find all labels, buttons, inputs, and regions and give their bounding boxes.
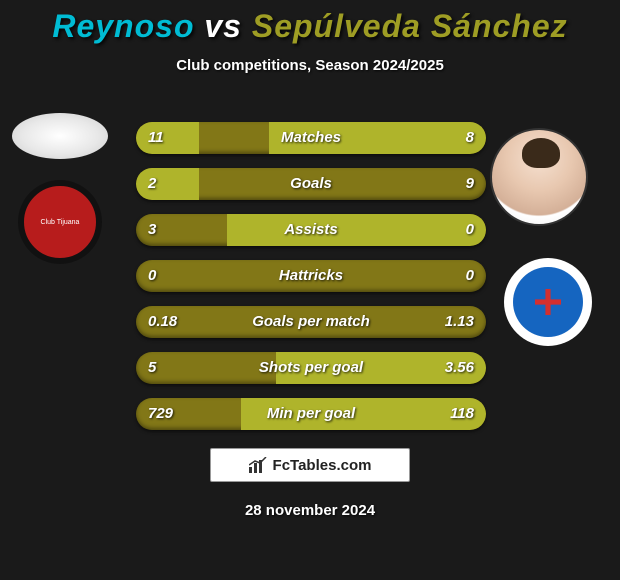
stats-container: 11Matches82Goals93Assists00Hattricks00.1… bbox=[136, 122, 486, 444]
player1-club-name: Club Tijuana bbox=[41, 219, 80, 226]
stat-row: 0.18Goals per match1.13 bbox=[136, 306, 486, 338]
stat-row: 5Shots per goal3.56 bbox=[136, 352, 486, 384]
stat-label: Goals per match bbox=[136, 306, 486, 338]
stat-value-right: 3.56 bbox=[445, 352, 474, 384]
player2-avatar bbox=[490, 128, 588, 226]
stat-value-right: 0 bbox=[466, 214, 474, 246]
site-badge: FcTables.com bbox=[210, 448, 410, 482]
player2-club-inner bbox=[513, 267, 583, 337]
stat-value-right: 118 bbox=[450, 398, 474, 430]
stat-row: 11Matches8 bbox=[136, 122, 486, 154]
stat-value-right: 1.13 bbox=[445, 306, 474, 338]
stat-label: Goals bbox=[136, 168, 486, 200]
stat-row: 0Hattricks0 bbox=[136, 260, 486, 292]
footer-date: 28 november 2024 bbox=[0, 502, 620, 519]
stat-row: 2Goals9 bbox=[136, 168, 486, 200]
stat-value-right: 0 bbox=[466, 260, 474, 292]
stat-label: Min per goal bbox=[136, 398, 486, 430]
comparison-title: Reynoso vs Sepúlveda Sánchez bbox=[0, 0, 620, 45]
stat-label: Hattricks bbox=[136, 260, 486, 292]
player2-club-badge bbox=[504, 258, 592, 346]
player1-avatar bbox=[12, 113, 108, 159]
stat-label: Shots per goal bbox=[136, 352, 486, 384]
stat-value-right: 9 bbox=[466, 168, 474, 200]
vs-text: vs bbox=[204, 8, 242, 44]
stat-row: 729Min per goal118 bbox=[136, 398, 486, 430]
stat-value-right: 8 bbox=[466, 122, 474, 154]
site-name: FcTables.com bbox=[273, 457, 372, 474]
player1-club-badge: Club Tijuana bbox=[18, 180, 102, 264]
stat-row: 3Assists0 bbox=[136, 214, 486, 246]
player1-name: Reynoso bbox=[52, 8, 194, 44]
player2-name: Sepúlveda Sánchez bbox=[252, 8, 568, 44]
chart-icon bbox=[249, 457, 267, 473]
stat-label: Matches bbox=[136, 122, 486, 154]
stat-label: Assists bbox=[136, 214, 486, 246]
subtitle: Club competitions, Season 2024/2025 bbox=[0, 57, 620, 74]
